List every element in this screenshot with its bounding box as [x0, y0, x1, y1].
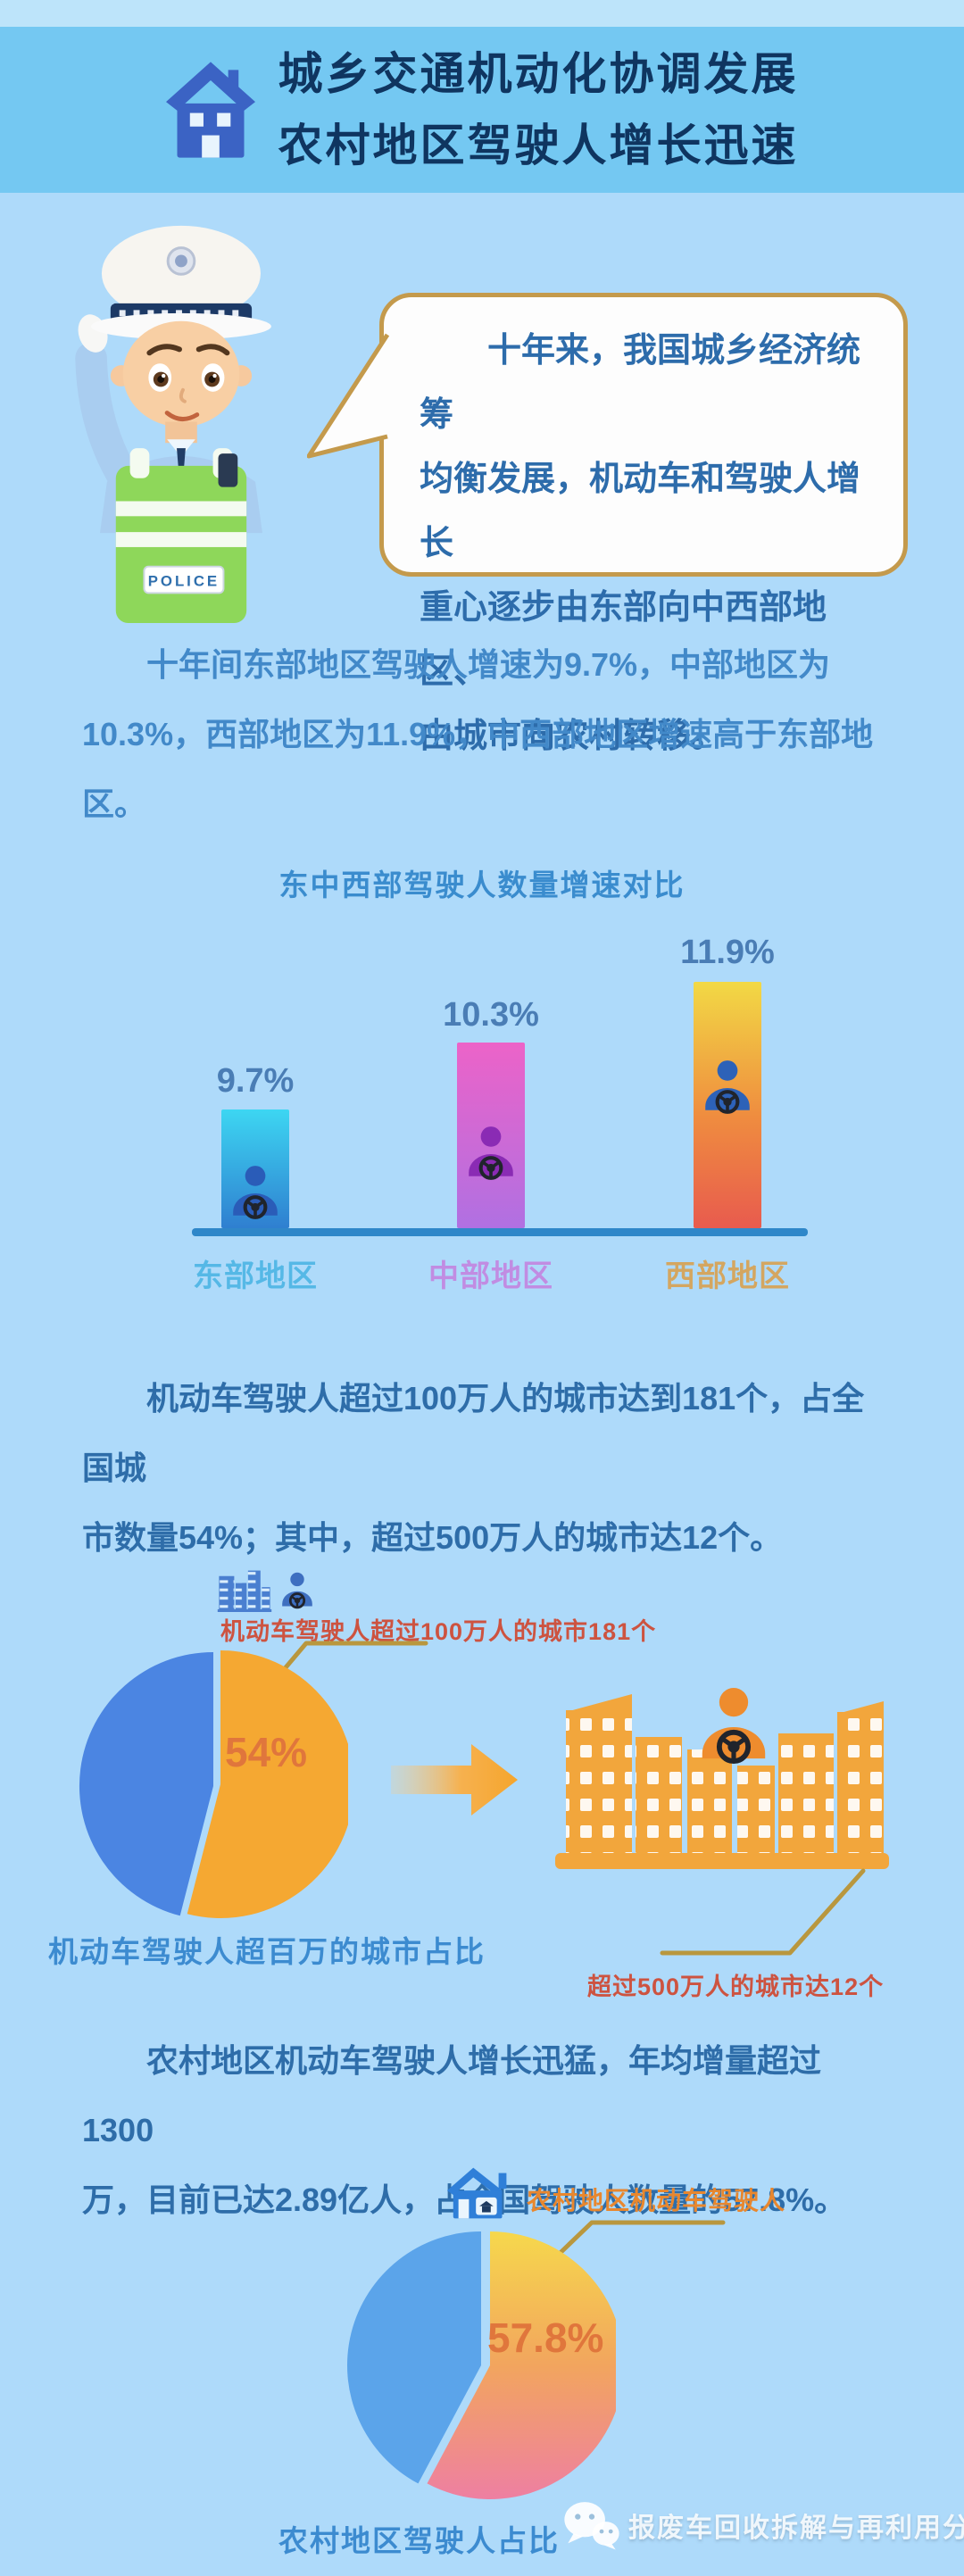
bar-chart-title: 东中西部驾驶人数量增速对比: [278, 868, 686, 902]
driver-icon: [702, 1688, 765, 1761]
bar-central: [457, 1043, 525, 1228]
bar-value-west: 11.9%: [680, 934, 775, 971]
wechat-icon: [564, 2502, 619, 2550]
salute-arm: [75, 342, 143, 498]
police-officer-mascot: POLICE: [67, 217, 290, 623]
watermark: 报废车回收拆解与再利用分会: [562, 2499, 964, 2551]
rural-house-icon: [446, 2167, 507, 2219]
top-strip: [0, 0, 964, 27]
pie1-callout-label: 机动车驾驶人超过100万人的城市181个: [220, 1618, 657, 1645]
page-title-line1: 城乡交通机动化协调发展: [278, 49, 799, 99]
pie2-caption: 农村地区驾驶人占比: [278, 2524, 560, 2557]
house-icon: [165, 62, 255, 158]
pie-chart-rural-drivers: [346, 2231, 616, 2499]
bubble-line: 重心逐步由东部向中西部地区、: [420, 589, 827, 691]
shoulder-radio: [218, 453, 238, 487]
city-buildings-icon: [217, 1570, 272, 1612]
pie-chart-cities: [79, 1650, 348, 1918]
driver-icon: [700, 1059, 755, 1116]
bar-chart-baseline: [192, 1228, 808, 1236]
pie2-callout-label: 农村地区机动车驾驶人: [527, 2187, 786, 2215]
bar-value-east: 9.7%: [216, 1062, 295, 1100]
pie1-percent-label: 54%: [225, 1729, 308, 1775]
bubble-line: 十年来，我国城乡经济统筹: [420, 332, 861, 434]
page-title-line2: 农村地区驾驶人增长迅速: [278, 120, 799, 170]
paragraph-rural: 农村地区机动车驾驶人增长迅猛，年均增量超过1300 万，目前已达2.89亿人，占…: [82, 2042, 846, 2218]
police-vest-text: POLICE: [148, 572, 220, 589]
paragraph-cities: 机动车驾驶人超过100万人的城市达到181个，占全国城 市数量54%；其中，超过…: [82, 1380, 865, 1556]
pie2-blue-slice: [346, 2231, 481, 2484]
speech-bubble: 十年来，我国城乡经济统筹 均衡发展，机动车和驾驶人增长 重心逐步由东部向中西部地…: [307, 293, 908, 755]
driver-icon: [463, 1125, 519, 1182]
bar-value-central: 10.3%: [443, 996, 539, 1034]
bar-east: [221, 1109, 289, 1228]
smile: [164, 411, 200, 421]
category-central: 中部地区: [428, 1259, 553, 1293]
hat-badge: [175, 254, 187, 268]
orange-city-illustration: [555, 1685, 889, 1869]
pie2-percent-label: 57.8%: [487, 2314, 604, 2361]
bar-west: [694, 982, 761, 1228]
pie1-caption: 机动车驾驶人超百万的城市占比: [48, 1935, 486, 1968]
category-east: 东部地区: [193, 1259, 318, 1293]
pie1-side-annotation: 超过500万人的城市达12个: [587, 1974, 885, 2000]
category-west: 西部地区: [665, 1259, 790, 1293]
driver-icon: [228, 1164, 283, 1221]
bubble-line: 由城市向农村转移。: [420, 718, 726, 755]
gold-connector-line: [660, 1868, 866, 1956]
watermark-text: 报废车回收拆解与再利用分会: [628, 2514, 964, 2543]
bubble-line: 均衡发展，机动车和驾驶人增长: [420, 461, 861, 562]
driver-icon: [278, 1571, 316, 1610]
pie2-gradient-slice: [427, 2231, 616, 2499]
speech-bubble-tail: [307, 333, 389, 459]
right-arrow-icon: [391, 1744, 518, 1816]
paragraph-region-growth: 十年间东部地区驾驶人增速为9.7%，中部地区为 10.3%，西部地区为11.9%…: [82, 646, 874, 822]
header-banner: 城乡交通机动化协调发展 农村地区驾驶人增长迅速: [0, 27, 964, 193]
pie1-blue-slice: [79, 1652, 213, 1916]
pie1-orange-slice: [187, 1650, 348, 1918]
